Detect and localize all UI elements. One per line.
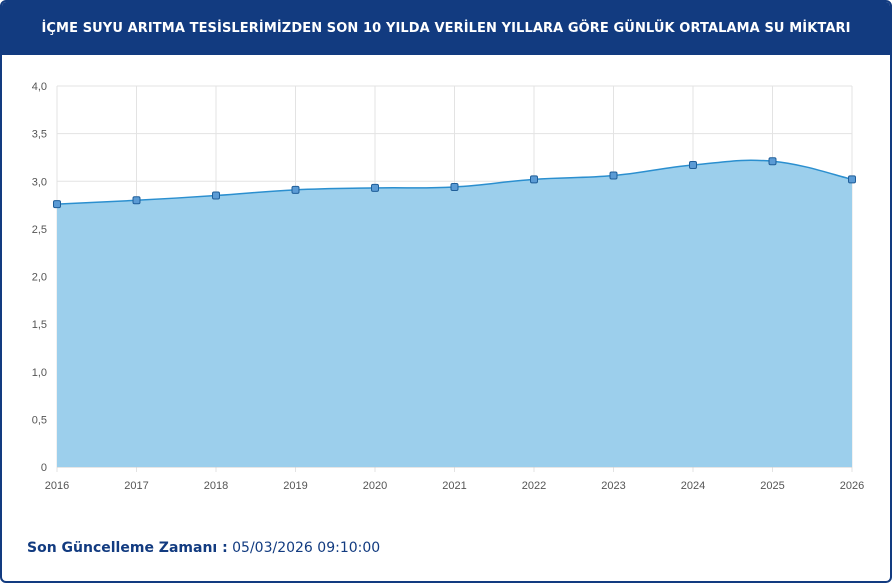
y-tick-label: 2,0 (32, 272, 47, 284)
point (689, 161, 697, 170)
x-tick-label: 2025 (760, 480, 784, 492)
x-tick-label: 2017 (124, 480, 148, 492)
point (768, 157, 777, 166)
footer-value: 05/03/2026 09:10:00 (232, 540, 381, 556)
point (371, 183, 379, 192)
x-tick-label: 2016 (45, 480, 69, 492)
footer: Son Güncelleme Zamanı : 05/03/2026 09:10… (27, 540, 380, 556)
point (53, 200, 61, 209)
point (848, 175, 856, 184)
x-tick-label: 2026 (840, 480, 864, 492)
x-tick-label: 2020 (363, 480, 387, 492)
y-tick-label: 0,5 (32, 414, 47, 426)
chart-title: İÇME SUYU ARITMA TESİSLERİMİZDEN SON 10 … (2, 2, 890, 55)
point (609, 171, 618, 180)
area (57, 160, 852, 467)
y-tick-label: 3,0 (32, 176, 47, 188)
x-tick-label: 2019 (283, 480, 307, 492)
y-tick-label: 0 (41, 462, 47, 474)
y-tick-label: 2,5 (32, 224, 47, 236)
x-tick-label: 2018 (204, 480, 228, 492)
y-tick-label: 3,5 (32, 129, 47, 141)
point (450, 182, 459, 191)
y-tick-label: 4,0 (32, 81, 47, 93)
point (291, 185, 300, 194)
point (212, 191, 220, 200)
y-tick-label: 1,5 (32, 319, 47, 331)
footer-label: Son Güncelleme Zamanı : (27, 540, 228, 556)
point (132, 196, 141, 205)
x-tick-label: 2024 (681, 480, 705, 492)
x-tick-label: 2022 (522, 480, 546, 492)
point (530, 175, 538, 184)
x-tick-label: 2021 (442, 480, 466, 492)
x-tick-label: 2023 (601, 480, 625, 492)
y-tick-label: 1,0 (32, 367, 47, 379)
